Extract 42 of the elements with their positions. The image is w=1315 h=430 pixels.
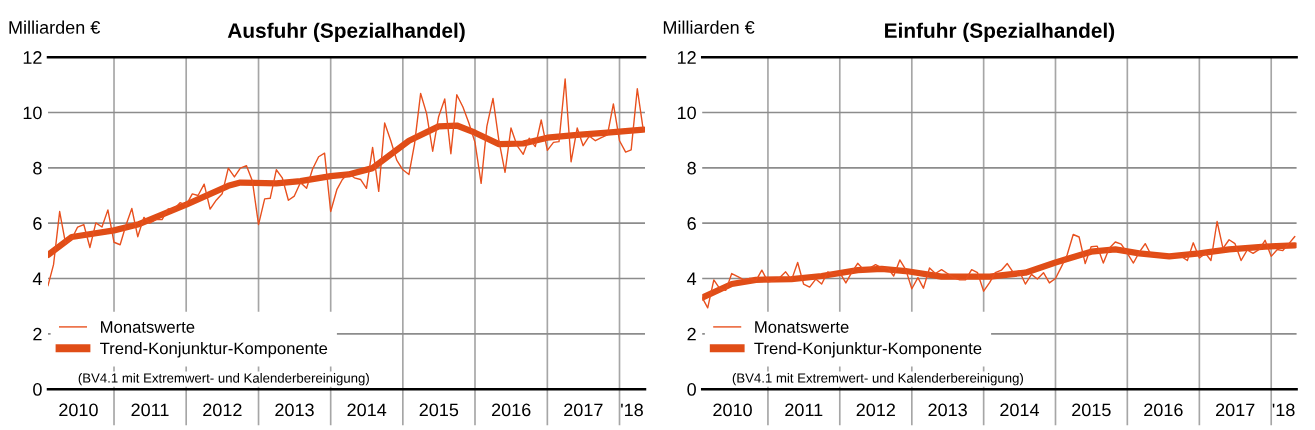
y-tick-label: 4 (32, 272, 42, 286)
chart-title: Ausfuhr (Spezialhandel) (227, 22, 465, 43)
y-tick-label: 6 (687, 217, 696, 230)
annotation: (BV4.1 mit Extremwert- und Kalenderbereinigung) (732, 373, 1023, 386)
y-tick-label: 0 (33, 383, 42, 396)
x-tick-label: 2013 (275, 403, 314, 417)
y-tick-label: 2 (687, 327, 696, 341)
x-tick-label: 2013 (928, 403, 967, 417)
x-tick-label: 2011 (131, 403, 169, 417)
x-tick-label: 2011 (785, 403, 823, 417)
x-tick-label: '18 (1272, 403, 1295, 417)
y-axis-title: Milliarden € (663, 20, 755, 34)
x-tick-label: 2015 (419, 403, 459, 417)
x-tick-label: 2012 (856, 403, 895, 417)
x-tick-label: 2010 (713, 403, 752, 417)
legend-label: Trend-Konjunktur-Komponente (754, 342, 982, 358)
y-tick-label: 10 (677, 106, 696, 120)
legend-label: Trend-Konjunktur-Komponente (100, 342, 328, 358)
annotation: (BV4.1 mit Extremwert- und Kalenderbereinigung) (78, 373, 369, 386)
y-tick-label: 0 (687, 383, 696, 396)
x-tick-label: 2016 (492, 403, 531, 417)
x-tick-label: 2017 (1216, 403, 1255, 417)
x-tick-label: 2017 (564, 403, 603, 417)
x-tick-label: 2010 (59, 403, 98, 417)
x-tick-label: '18 (621, 403, 643, 417)
y-tick-label: 12 (23, 51, 42, 64)
x-tick-label: 2015 (1072, 403, 1111, 417)
y-tick-label: 2 (33, 327, 42, 341)
chart-title: Einfuhr (Spezialhandel) (885, 22, 1115, 43)
x-tick-label: 2014 (347, 403, 387, 417)
y-tick-label: 8 (687, 161, 696, 175)
x-tick-label: 2016 (1144, 403, 1183, 417)
y-tick-label: 8 (33, 161, 42, 175)
y-tick-label: 10 (23, 106, 42, 120)
legend-label: Monatswerte (101, 321, 195, 333)
y-tick-label: 12 (677, 51, 696, 64)
y-axis-title: Milliarden € (9, 20, 101, 34)
y-tick-label: 4 (687, 272, 697, 286)
legend-label: Monatswerte (755, 321, 849, 333)
y-tick-label: 6 (33, 217, 42, 230)
x-tick-label: 2012 (203, 403, 242, 417)
x-tick-label: 2014 (1000, 403, 1040, 417)
